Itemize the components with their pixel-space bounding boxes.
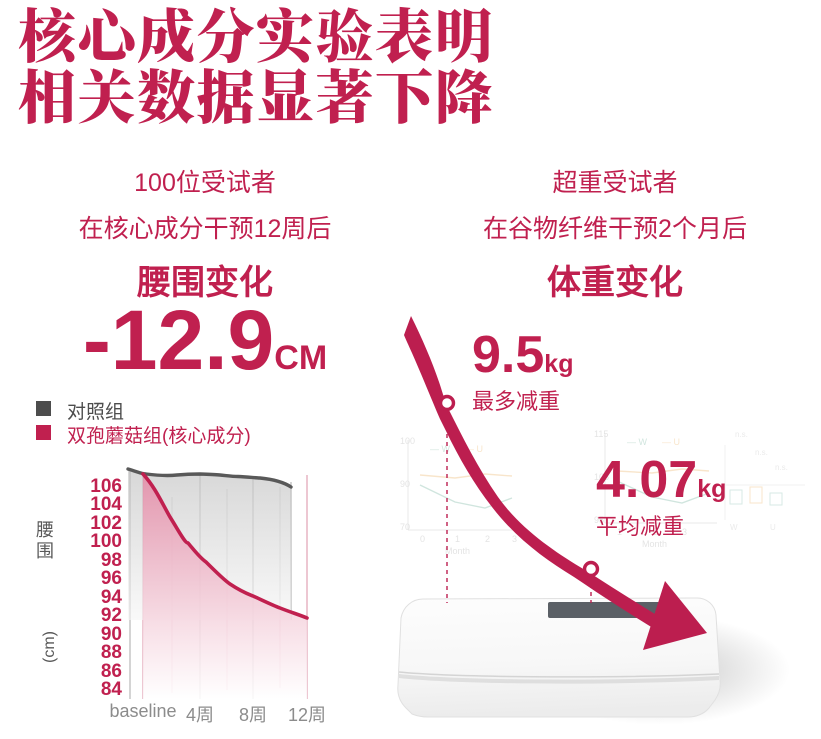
- svg-text:n.s.: n.s.: [755, 448, 768, 457]
- svg-text:— U: — U: [662, 437, 680, 447]
- svg-text:2: 2: [485, 534, 490, 544]
- svg-text:100: 100: [400, 436, 415, 446]
- svg-text:n.s.: n.s.: [775, 463, 788, 472]
- svg-text:Month: Month: [445, 546, 470, 556]
- svg-text:70: 70: [400, 522, 410, 532]
- svg-text:1: 1: [455, 534, 460, 544]
- svg-text:0: 0: [420, 534, 425, 544]
- svg-text:3: 3: [512, 534, 517, 544]
- svg-text:— W: — W: [627, 437, 648, 447]
- svg-text:W: W: [730, 523, 738, 532]
- svg-text:90: 90: [400, 479, 410, 489]
- svg-text:n.s.: n.s.: [735, 430, 748, 439]
- svg-text:115: 115: [594, 429, 608, 439]
- svg-text:U: U: [770, 523, 776, 532]
